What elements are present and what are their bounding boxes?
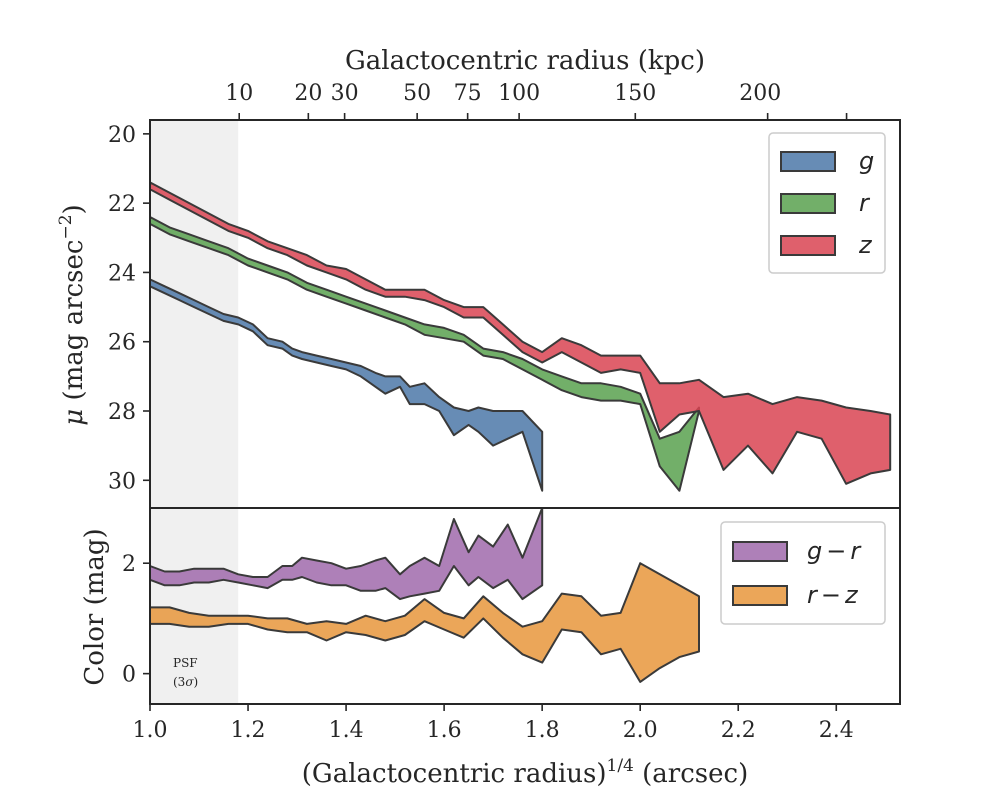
color-y-tick-label: 2	[122, 552, 136, 577]
x-tick-label: 1.0	[133, 718, 168, 743]
legend-swatch	[780, 235, 836, 256]
legend-frame	[720, 521, 886, 625]
top-y-ticks: 20 22 24 26 28 30	[108, 123, 150, 494]
top-x-axis-title: Galactocentric radius (kpc)	[345, 46, 705, 76]
x-tick-label: 2.4	[819, 718, 854, 743]
kpc-tick-label: 30	[331, 81, 359, 106]
surface-brightness-bands	[149, 181, 892, 492]
legend-label: g	[859, 147, 874, 175]
psf-label-line1: PSF	[173, 656, 198, 670]
y-tick-label: 26	[108, 331, 136, 356]
y-tick-label: 30	[108, 469, 136, 494]
x-tick-label: 1.8	[525, 718, 560, 743]
legend-swatch	[780, 151, 836, 172]
x-tick-label: 1.2	[231, 718, 266, 743]
bottom-y-axis-title: Color (mag)	[80, 528, 110, 685]
legend-swatch	[732, 541, 788, 562]
legend-label: r	[859, 189, 871, 217]
psf-shaded-region-bottom	[150, 508, 239, 704]
band-z	[149, 181, 892, 485]
kpc-tick-label: 50	[403, 81, 431, 106]
kpc-tick-label: 75	[454, 81, 482, 106]
y-tick-label: 28	[108, 400, 136, 425]
x-tick-label: 2.0	[623, 718, 658, 743]
legend-swatch	[780, 193, 836, 214]
y-tick-label: 20	[108, 123, 136, 148]
x-tick-label: 1.6	[427, 718, 462, 743]
bottom-y-ticks: 02	[122, 552, 150, 688]
top-legend: grz	[768, 132, 886, 274]
x-tick-label: 1.4	[329, 718, 364, 743]
kpc-tick-label: 20	[294, 81, 322, 106]
kpc-tick-label: 150	[614, 81, 656, 106]
x-tick-label: 2.2	[721, 718, 756, 743]
kpc-tick-label: 100	[498, 81, 540, 106]
color-panel: 02 1.0 1.2 1.4 1.6 1.8 2.0 2.2 2.4 g − rr − z PSF (…	[122, 507, 901, 743]
legend-label: z	[858, 231, 873, 259]
color-y-tick-label: 0	[122, 663, 136, 688]
band-g-minus-r	[149, 507, 544, 601]
psf-label-line2: (3σ)	[173, 675, 198, 689]
bottom-panel-frame	[149, 507, 901, 705]
top-kpc-ticks: 10 20 30 50 75 100 150 200	[225, 81, 848, 120]
bottom-legend: g − r r − z	[720, 521, 886, 625]
legend-label: r − z	[807, 581, 859, 609]
kpc-tick-label: 200	[739, 81, 781, 106]
top-y-axis-title: μ (mag arcsec−2)	[56, 204, 89, 425]
bottom-x-ticks: 1.0 1.2 1.4 1.6 1.8 2.0 2.2 2.4	[133, 704, 854, 743]
color-bands	[149, 507, 700, 683]
band-r-minus-z	[149, 562, 700, 683]
legend-swatch	[732, 585, 788, 606]
y-tick-label: 24	[108, 261, 136, 286]
kpc-tick-label: 10	[225, 81, 253, 106]
x-axis-title: (Galactocentric radius)1/4 (arcsec)	[302, 756, 748, 789]
legend-label: g − r	[807, 537, 862, 565]
band-g	[149, 278, 544, 492]
y-tick-label: 22	[108, 192, 136, 217]
